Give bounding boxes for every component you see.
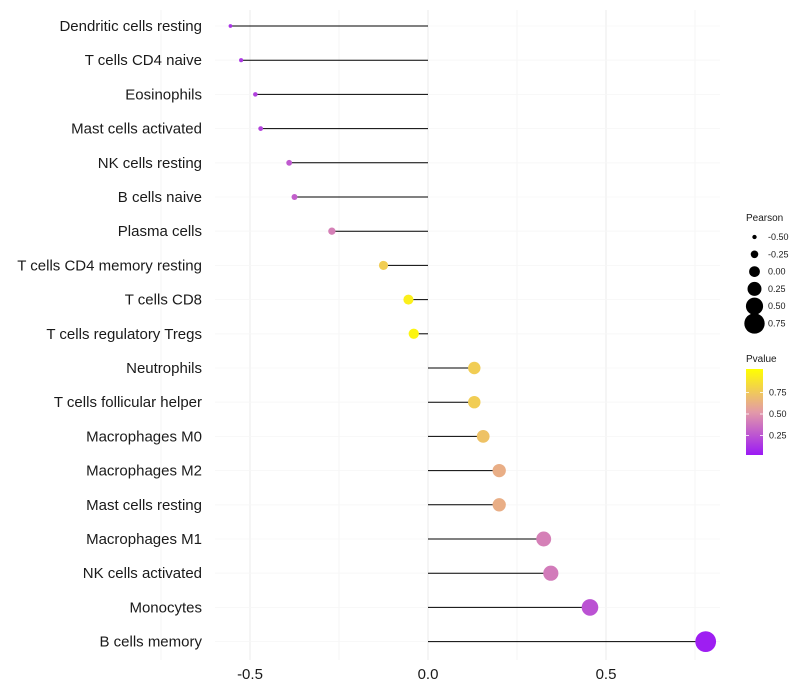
dot: [286, 159, 293, 166]
dot: [468, 361, 481, 375]
category-labels: Dendritic cells resting T cells CD4 naive…: [17, 18, 202, 651]
category-label: Macrophages M2: [86, 463, 202, 480]
dot: [492, 463, 506, 478]
category-label: Dendritic cells resting: [59, 18, 202, 35]
category-label: T cells CD4 memory resting: [17, 257, 202, 274]
category-label: Mast cells activated: [71, 121, 202, 138]
legend-title: Pvalue: [746, 354, 777, 365]
category-label: Eosinophils: [125, 86, 202, 103]
dot: [328, 227, 336, 235]
dot: [581, 599, 599, 616]
legend-label: 0.75: [768, 319, 786, 329]
dot: [468, 395, 481, 409]
category-label: B cells naive: [118, 189, 202, 206]
dot: [476, 430, 490, 443]
category-label: NK cells activated: [83, 565, 202, 582]
legend-key: [744, 313, 765, 334]
legend-key: [747, 281, 762, 296]
colorbar-label: 0.25: [769, 431, 787, 441]
dot: [408, 328, 419, 339]
category-label: T cells follicular helper: [54, 394, 202, 411]
category-label: Plasma cells: [118, 223, 202, 240]
grid-lines: [160, 10, 720, 660]
dot: [536, 531, 552, 547]
legend-label: 0.50: [768, 301, 786, 311]
category-label: Monocytes: [129, 599, 202, 616]
category-label: Macrophages M1: [86, 531, 202, 548]
x-axis-ticks: -0.5 0.0 0.5: [237, 666, 616, 683]
category-label: T cells CD8: [125, 292, 202, 309]
legend-key: [752, 234, 757, 240]
category-label: T cells regulatory Tregs: [46, 326, 202, 343]
dot: [403, 294, 414, 305]
pearson-legend: Pearson -0.50 -0.25 0.00 0.25 0.50 0.75: [744, 213, 789, 334]
dots: [228, 24, 717, 652]
category-label: B cells memory: [99, 634, 202, 651]
x-tick-label: 0.5: [596, 666, 617, 683]
legend-key: [745, 297, 764, 315]
legend-key: [749, 266, 760, 277]
legend-label: -0.50: [768, 232, 789, 242]
colorbar: [746, 369, 763, 455]
legend-title: Pearson: [746, 213, 783, 224]
legend-key: [750, 250, 759, 259]
stems: [230, 25, 706, 643]
dot: [543, 565, 559, 581]
legend-label: 0.25: [768, 284, 786, 294]
dot: [228, 24, 233, 28]
category-label: T cells CD4 naive: [85, 52, 202, 69]
dot: [258, 126, 264, 131]
dot: [492, 498, 506, 512]
category-label: Macrophages M0: [86, 428, 202, 445]
dot: [695, 631, 717, 652]
dot: [253, 92, 258, 97]
pvalue-legend: Pvalue 0.25 0.50 0.75: [746, 354, 787, 455]
dot: [378, 260, 389, 270]
x-tick-label: 0.0: [418, 666, 439, 683]
x-tick-label: -0.5: [237, 666, 263, 683]
category-label: Neutrophils: [126, 360, 202, 377]
dot: [291, 194, 298, 200]
legend-label: 0.00: [768, 267, 786, 277]
legend-label: -0.25: [768, 249, 789, 259]
colorbar-label: 0.75: [769, 388, 787, 398]
category-label: Mast cells resting: [86, 497, 202, 514]
colorbar-label: 0.50: [769, 409, 787, 419]
category-label: NK cells resting: [98, 155, 202, 172]
dot: [239, 58, 244, 63]
